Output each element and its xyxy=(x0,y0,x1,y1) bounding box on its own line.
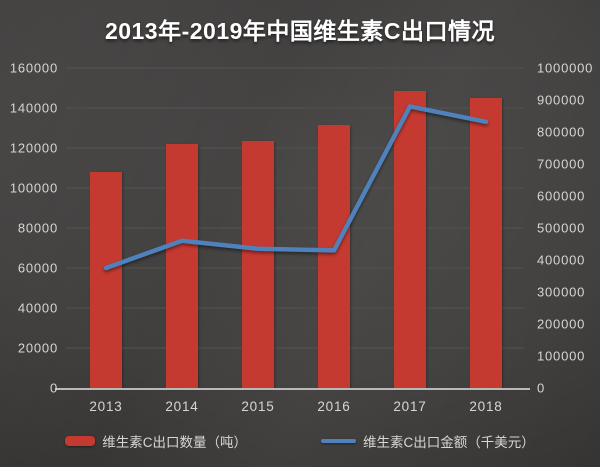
x-axis-category-label: 2014 xyxy=(165,399,198,414)
right-axis-tick-label: 300000 xyxy=(537,285,585,300)
left-axis-tick-label: 80000 xyxy=(18,221,58,236)
left-axis-tick-label: 160000 xyxy=(10,61,58,76)
bar-2015 xyxy=(242,141,274,388)
bar-2017 xyxy=(394,91,426,388)
x-axis-category-label: 2015 xyxy=(241,399,274,414)
x-axis-category-label: 2017 xyxy=(393,399,426,414)
legend: 维生素C出口数量（吨） 维生素C出口金额（千美元） xyxy=(0,431,600,451)
right-axis-tick-label: 500000 xyxy=(537,221,585,236)
bar-2013 xyxy=(90,172,122,388)
left-axis-tick-label: 100000 xyxy=(10,181,58,196)
bar-2016 xyxy=(318,125,350,388)
legend-label-quantity: 维生素C出口数量（吨） xyxy=(102,435,247,450)
left-axis-tick-label: 40000 xyxy=(18,301,58,316)
right-axis-tick-label: 0 xyxy=(537,381,545,396)
right-axis-tick-label: 700000 xyxy=(537,157,585,172)
x-axis-category-label: 2016 xyxy=(317,399,350,414)
right-axis-tick-label: 600000 xyxy=(537,189,585,204)
x-axis-category-label: 2018 xyxy=(469,399,502,414)
right-axis-tick-label: 200000 xyxy=(537,317,585,332)
bar-2018 xyxy=(470,98,502,388)
left-axis-tick-label: 120000 xyxy=(10,141,58,156)
legend-item-quantity: 维生素C出口数量（吨） xyxy=(65,431,247,451)
x-axis-category-label: 2013 xyxy=(89,399,122,414)
bar-2014 xyxy=(166,144,198,388)
legend-label-amount: 维生素C出口金额（千美元） xyxy=(363,435,535,450)
legend-bar-swatch-icon xyxy=(65,436,96,446)
left-axis-tick-label: 0 xyxy=(50,381,58,396)
left-axis-tick-label: 60000 xyxy=(18,261,58,276)
line-series xyxy=(103,104,489,271)
right-axis-tick-label: 100000 xyxy=(537,349,585,364)
left-axis-tick-label: 20000 xyxy=(18,341,58,356)
right-axis-tick-label: 800000 xyxy=(537,125,585,140)
chart-title: 2013年-2019年中国维生素C出口情况 xyxy=(104,18,496,44)
left-axis-tick-label: 140000 xyxy=(10,101,58,116)
right-axis-tick-label: 900000 xyxy=(537,93,585,108)
legend-line-swatch-icon xyxy=(321,439,356,443)
right-axis-tick-label: 1000000 xyxy=(537,61,593,76)
legend-item-amount: 维生素C出口金额（千美元） xyxy=(321,431,535,451)
right-axis-tick-label: 400000 xyxy=(537,253,585,268)
